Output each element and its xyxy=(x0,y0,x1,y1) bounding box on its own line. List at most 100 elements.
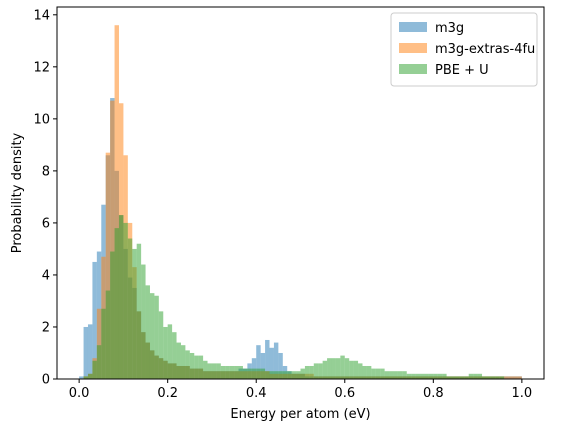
histogram-bar xyxy=(247,368,252,379)
histogram-bar xyxy=(87,324,93,379)
histogram-bar xyxy=(411,373,416,379)
legend-box xyxy=(390,12,538,87)
histogram-bar xyxy=(114,228,119,379)
histogram-bar xyxy=(349,360,354,379)
histogram-bar xyxy=(273,371,279,379)
legend-label: m3g xyxy=(435,21,464,36)
histogram-bar xyxy=(207,363,212,379)
histogram-bar xyxy=(114,25,119,380)
histogram-bar xyxy=(87,373,93,379)
histogram-bar xyxy=(211,363,217,379)
histogram-bar xyxy=(83,326,88,379)
x-tick-label: 1.0 xyxy=(512,386,533,401)
histogram-bar xyxy=(313,363,319,379)
histogram-bar xyxy=(242,368,248,379)
y-tick-label: 2 xyxy=(42,320,50,335)
legend-swatch xyxy=(399,43,427,53)
histogram-bar xyxy=(442,373,447,379)
histogram-bar xyxy=(309,365,314,379)
histogram-bar xyxy=(433,373,438,379)
histogram-bar xyxy=(331,358,336,379)
histogram-bar xyxy=(101,308,106,379)
histogram-bar xyxy=(473,373,478,379)
histogram-bar xyxy=(167,324,173,379)
legend-label: PBE + U xyxy=(435,63,489,78)
histogram-bar xyxy=(455,376,460,379)
histogram-bar xyxy=(194,355,199,379)
histogram-bar xyxy=(269,347,274,379)
histogram-bar xyxy=(513,376,518,379)
y-tick-label: 4 xyxy=(42,268,50,283)
histogram-bar xyxy=(96,308,102,379)
x-tick-label: 0.8 xyxy=(423,386,444,401)
histogram-bar xyxy=(105,152,111,379)
histogram-bar xyxy=(499,376,505,379)
histogram-bar xyxy=(446,376,452,379)
histogram-bar xyxy=(428,373,434,379)
histogram-bar xyxy=(265,371,270,379)
histogram-bar xyxy=(486,376,491,379)
histogram-bar xyxy=(141,264,146,379)
histogram-bar xyxy=(127,238,133,379)
histogram-bar xyxy=(482,376,487,379)
histogram-bar xyxy=(172,332,177,379)
histogram-bar xyxy=(322,360,328,379)
histogram-bar xyxy=(163,326,168,379)
y-tick-label: 6 xyxy=(42,216,50,231)
histogram-bar xyxy=(229,365,235,379)
histogram-bar xyxy=(384,371,390,379)
histogram-bar xyxy=(424,373,429,379)
histogram-bar xyxy=(459,376,465,379)
histogram-bar xyxy=(110,100,115,379)
x-axis-ticks: 0.0 0.2 0.4 0.6 0.8 1.0 xyxy=(69,379,532,401)
histogram-bar xyxy=(278,371,283,379)
histogram-bar xyxy=(110,251,115,379)
y-axis-label: Probability density xyxy=(10,132,25,253)
histogram-bar xyxy=(123,222,128,379)
histogram-bar xyxy=(92,261,97,379)
histogram-bar xyxy=(389,371,394,379)
histogram-bar xyxy=(132,248,137,379)
histogram-bar xyxy=(149,293,155,379)
histogram-bar xyxy=(406,373,412,379)
histogram-bar xyxy=(154,295,159,379)
histogram-bar xyxy=(256,368,261,379)
histogram-bar xyxy=(180,345,186,379)
histogram-bar xyxy=(504,376,509,379)
histogram-bar xyxy=(477,373,483,379)
histogram-bar xyxy=(278,352,283,379)
histogram-bar xyxy=(269,371,274,379)
histogram-bar xyxy=(327,358,332,379)
histogram-bar xyxy=(517,376,522,379)
y-tick-label: 12 xyxy=(33,60,50,75)
x-tick-label: 0.6 xyxy=(334,386,355,401)
histogram-bar xyxy=(495,376,500,379)
histogram-bar xyxy=(362,365,367,379)
histogram-bar xyxy=(371,368,376,379)
histogram-bar xyxy=(198,355,204,379)
histogram-bar xyxy=(375,368,381,379)
histogram-bar xyxy=(220,365,226,379)
series-2-bars xyxy=(83,215,505,379)
histogram-bar xyxy=(234,365,239,379)
histogram-bar xyxy=(189,352,195,379)
y-tick-label: 0 xyxy=(42,373,50,388)
histogram-bar xyxy=(225,365,230,379)
histogram-bar xyxy=(353,360,359,379)
y-axis-ticks: 0 2 4 6 8 10 12 14 xyxy=(33,8,57,388)
x-tick-label: 0.4 xyxy=(246,386,267,401)
histogram-bar xyxy=(83,376,88,379)
histogram-bar xyxy=(393,371,398,379)
histogram-bar xyxy=(397,371,403,379)
histogram-bar xyxy=(256,345,261,379)
legend-label: m3g-extras-4fu xyxy=(435,42,535,57)
histogram-bar xyxy=(340,355,345,379)
histogram-bar xyxy=(451,376,456,379)
histogram-bar xyxy=(92,360,97,379)
histogram-bar xyxy=(145,285,150,379)
y-tick-label: 8 xyxy=(42,164,50,179)
plot-frame xyxy=(56,6,545,380)
legend: m3g m3g-extras-4fu PBE + U xyxy=(390,12,538,87)
x-tick-label: 0.0 xyxy=(69,386,90,401)
